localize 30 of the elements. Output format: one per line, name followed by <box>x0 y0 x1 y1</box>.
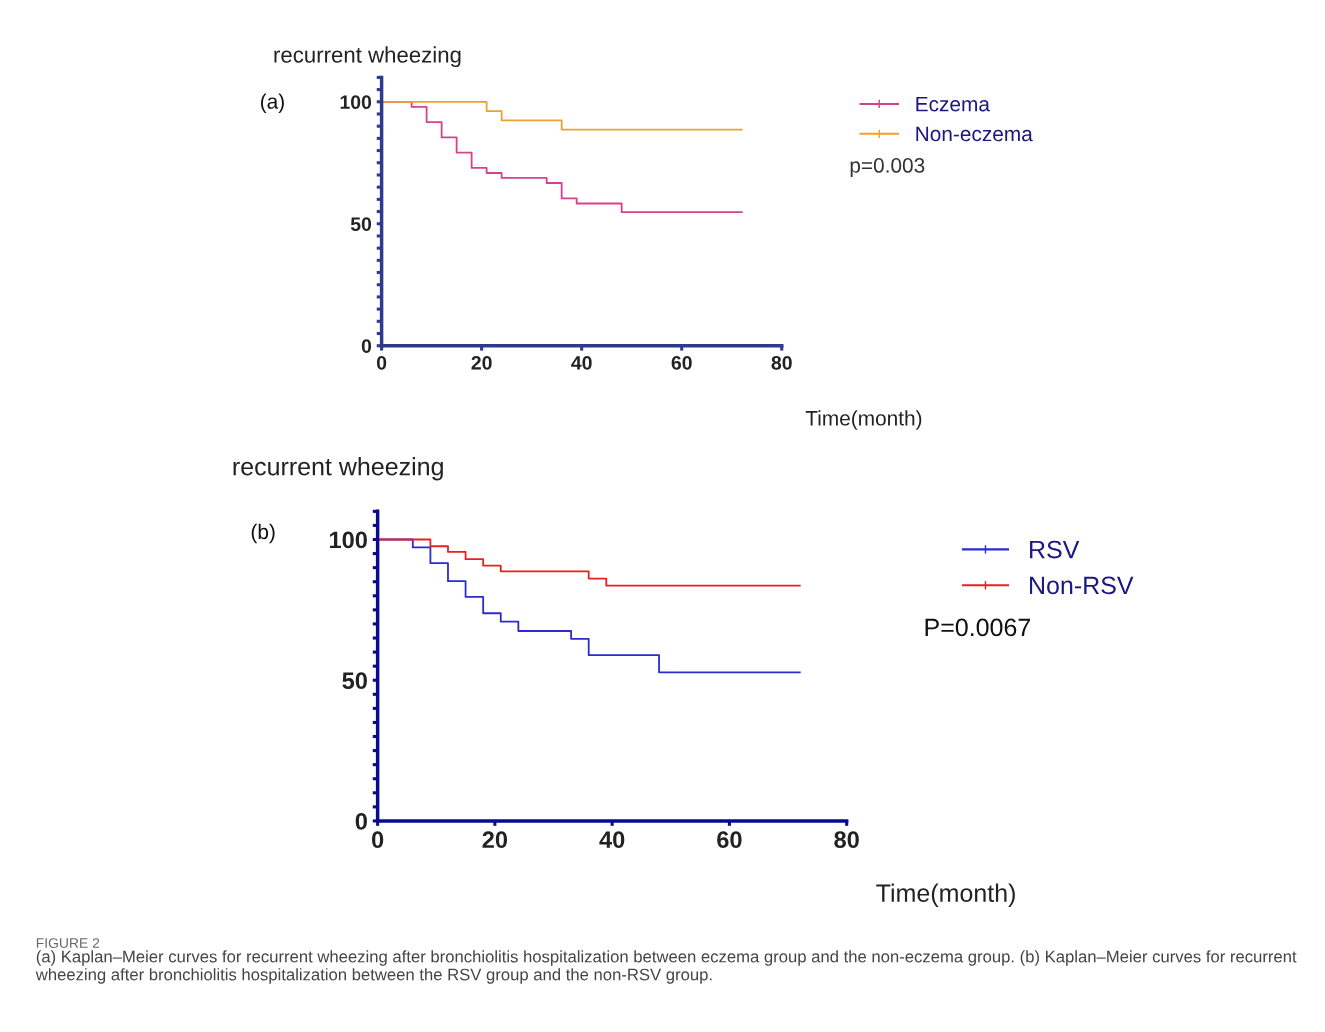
x-tick-label: 60 <box>717 831 742 849</box>
text: (b) <box>251 523 275 544</box>
x-tick-label: 20 <box>482 831 508 849</box>
y-tick-label: 100 <box>330 531 367 549</box>
y-tick-label: 100 <box>340 95 372 110</box>
x-tick-label: 0 <box>376 355 387 370</box>
legend-label: Eczema <box>916 96 990 112</box>
x-tick-label: 80 <box>771 355 792 370</box>
x-tick-label: 60 <box>671 355 692 370</box>
x-axis-title: Time(month) <box>876 883 1015 907</box>
text: (a) Kaplan–Meier curves for recurrent wheezing after bronchiolitis hospitalization between eczema group and the non-eczema group. (b) Kaplan–Meier curves for recurrent wheezing after bronchiolitis hospitalization between the RSV group and the non-RSV group. <box>35 950 1297 984</box>
x-tick-label: 20 <box>471 355 492 370</box>
legend-label: Non-RSV <box>1030 576 1134 595</box>
x-tick-label: 0 <box>371 831 384 849</box>
chart-title: recurrent wheezing <box>233 457 443 481</box>
text: p=0.003 <box>850 158 925 177</box>
y-tick-label: 0 <box>355 813 367 830</box>
caption: FIGURE 2 <box>36 938 100 949</box>
y-tick-label: 0 <box>361 339 372 353</box>
x-axis-title: Time(month) <box>805 410 922 430</box>
x-tick-label: 40 <box>599 831 625 849</box>
y-tick-label: 50 <box>350 217 372 231</box>
y-tick-label: 50 <box>342 672 367 690</box>
text: (a) <box>260 93 284 113</box>
text: P=0.0067 <box>925 618 1031 637</box>
x-tick-label: 40 <box>571 355 592 370</box>
chart-title: recurrent wheezing <box>274 46 461 68</box>
legend-label: Non-eczema <box>916 126 1033 142</box>
x-tick-label: 80 <box>834 831 859 849</box>
legend-label: RSV <box>1030 540 1080 559</box>
